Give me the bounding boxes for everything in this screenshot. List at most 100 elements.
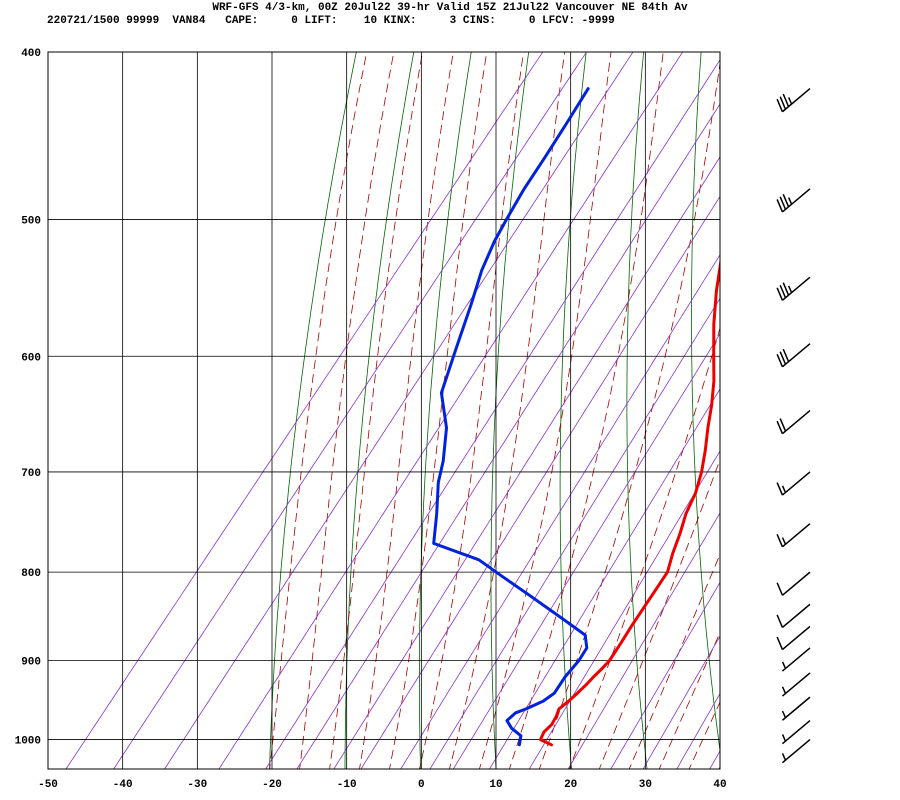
y-tick-label: 500 — [21, 215, 41, 227]
x-tick-label: -30 — [187, 779, 207, 791]
wind-barb-feather — [779, 351, 787, 365]
wind-barb-feather — [776, 353, 784, 368]
wind-barb-staff — [781, 647, 811, 672]
mixing-ratio-line — [452, 332, 720, 769]
wind-barb — [776, 188, 811, 213]
dry-adiabat — [419, 52, 472, 769]
wind-barb — [776, 276, 811, 301]
chart-title-line-1: WRF-GFS 4/3-km, 00Z 20Jul22 39-hr Valid … — [212, 2, 688, 14]
wind-barb-feather — [782, 193, 790, 208]
wind-barb-half-feather — [781, 753, 787, 761]
x-tick-label: 40 — [713, 779, 726, 791]
dewpoint-trace — [432, 87, 590, 747]
mixing-ratio-line — [218, 52, 684, 769]
mixing-ratio-line — [610, 581, 720, 769]
wind-barb-feather — [782, 93, 790, 107]
background-lines — [65, 43, 900, 773]
temperature-trace — [539, 257, 720, 747]
wind-barb — [776, 88, 811, 113]
mixing-ratio-line — [709, 750, 720, 769]
wind-barb-staff — [781, 188, 811, 213]
moist-adiabat — [359, 52, 454, 769]
dry-adiabat — [559, 52, 587, 769]
y-tick-label: 1000 — [15, 736, 41, 748]
mixing-ratio-line — [333, 156, 720, 769]
x-tick-label: 10 — [489, 779, 502, 791]
mixing-ratio-line — [164, 52, 634, 769]
wind-barb-half-feather — [787, 97, 793, 105]
moist-adiabat — [508, 52, 664, 769]
wind-barb-half-feather — [781, 710, 787, 718]
wind-barb — [781, 738, 811, 764]
wind-barb — [776, 523, 811, 548]
dry-adiabat — [815, 43, 875, 773]
wind-barb-feather — [776, 420, 784, 434]
wind-barb — [776, 625, 811, 651]
mixing-ratio-line — [567, 512, 720, 769]
dry-adiabat — [269, 52, 357, 769]
y-axis-ticks: 400 500 600 700 800 900 1000 — [15, 48, 41, 748]
wind-barb-staff — [781, 672, 811, 697]
wind-barb-half-feather — [781, 686, 787, 694]
wind-barb-feather — [779, 196, 787, 210]
moist-adiabat — [329, 52, 423, 769]
dry-adiabat — [874, 43, 900, 773]
chart-title-line-2: 220721/1500 99999 VAN84 CAPE: 0 LIFT: 10… — [47, 15, 615, 27]
x-tick-label: -40 — [113, 779, 133, 791]
wind-barb-feather — [776, 287, 784, 301]
wind-barb-staff — [781, 523, 811, 548]
wind-barb — [776, 603, 811, 628]
wind-barb-feather — [776, 614, 784, 628]
wind-barb-feather — [782, 348, 790, 362]
wind-barb-staff — [781, 719, 811, 745]
x-tick-label: -50 — [38, 779, 58, 791]
wind-barb-half-feather — [787, 285, 793, 293]
dry-adiabat — [490, 52, 530, 769]
dry-adiabat — [626, 52, 648, 769]
wind-barb-staff — [781, 571, 811, 596]
x-tick-label: 20 — [564, 779, 577, 791]
moist-adiabat — [538, 60, 720, 769]
moist-adiabat — [598, 458, 720, 769]
dry-adiabat — [344, 52, 415, 769]
wind-barb-staff — [781, 471, 811, 496]
moist-adiabat — [628, 553, 720, 769]
wind-barb — [781, 696, 811, 721]
wind-barb-feather — [779, 96, 787, 110]
moist-adiabat — [568, 326, 720, 769]
wind-barb-feather — [776, 582, 784, 596]
wind-barb-staff — [781, 409, 811, 435]
wind-barb-feather — [779, 418, 787, 432]
x-tick-label: 30 — [639, 779, 652, 791]
mixing-ratio-line — [265, 59, 720, 769]
wind-barb-half-feather — [781, 734, 787, 742]
wind-barb — [776, 471, 811, 496]
mixing-ratio-line — [528, 450, 720, 769]
wind-barb-feather — [776, 199, 784, 213]
wind-barb-half-feather — [781, 537, 787, 545]
wind-barbs — [776, 88, 811, 764]
wind-barb-feather — [776, 534, 784, 548]
wind-barb-staff — [781, 625, 811, 651]
wind-barb — [776, 343, 811, 368]
wind-barb-staff — [781, 88, 811, 113]
moist-adiabat — [269, 52, 368, 769]
wind-barb — [781, 647, 811, 672]
wind-barb-staff — [781, 343, 811, 368]
moist-adiabat — [658, 631, 720, 769]
wind-barb-half-feather — [781, 661, 787, 669]
x-tick-label: 0 — [418, 779, 425, 791]
wind-barb-feather — [776, 482, 784, 496]
y-tick-label: 700 — [21, 468, 41, 480]
sounding-traces — [432, 87, 720, 747]
wind-barb — [781, 672, 811, 697]
mixing-ratio-line — [642, 635, 720, 769]
wind-barb — [776, 571, 811, 596]
y-tick-label: 400 — [21, 48, 41, 60]
wind-barb — [776, 409, 811, 435]
mixing-ratio-line — [65, 52, 544, 769]
x-tick-label: -20 — [262, 779, 282, 791]
wind-barb-staff — [781, 696, 811, 721]
wind-barb-staff — [781, 276, 811, 301]
